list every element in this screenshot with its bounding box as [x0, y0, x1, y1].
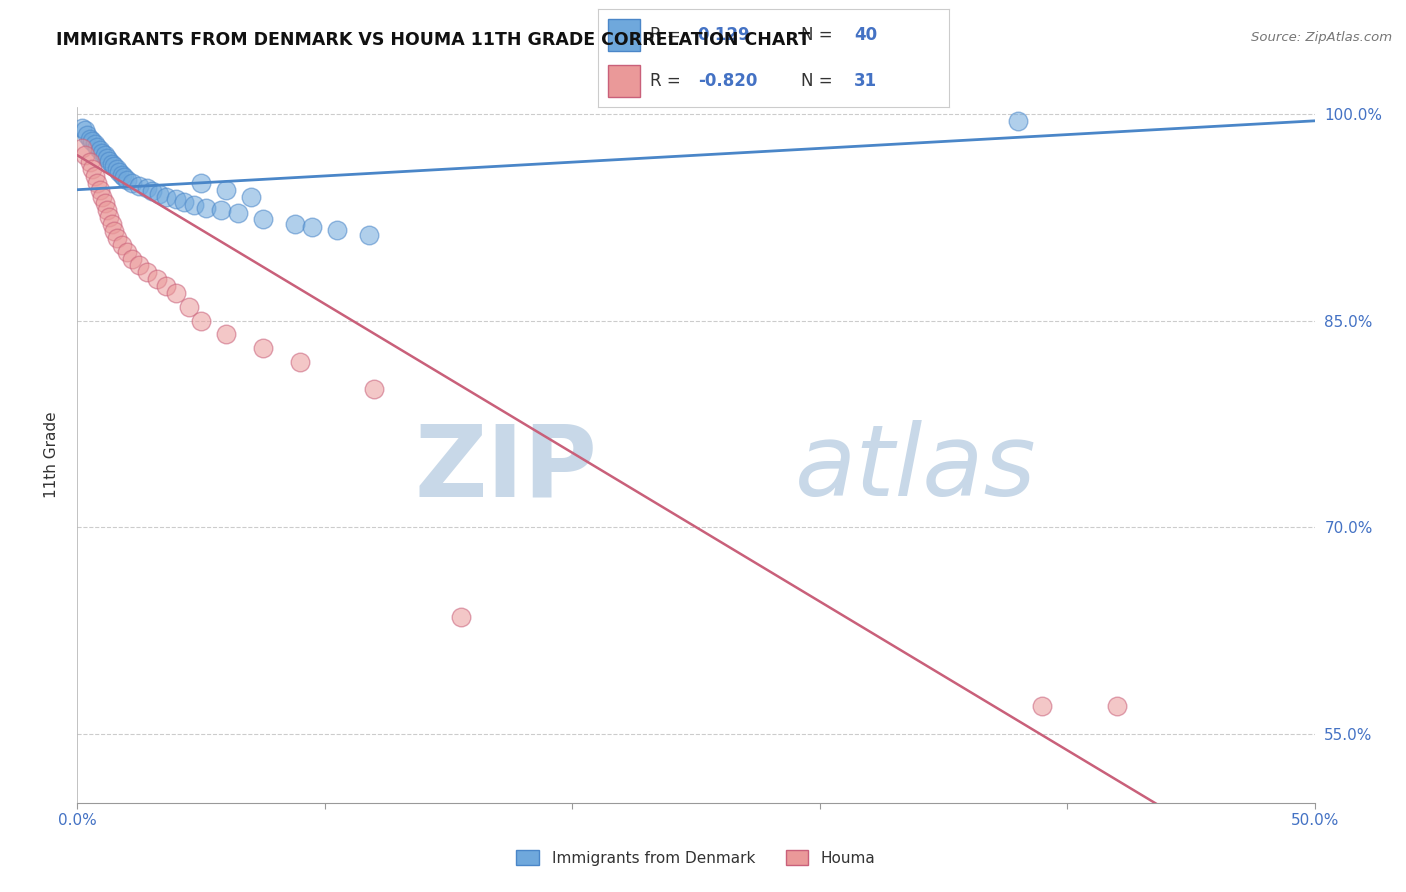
- Point: [121, 176, 143, 190]
- Point: [79, 155, 101, 169]
- Text: N =: N =: [801, 71, 838, 89]
- Point: [76, 128, 98, 142]
- Point: [93, 196, 115, 211]
- Point: [155, 279, 177, 293]
- Point: [72, 120, 94, 135]
- Text: atlas: atlas: [794, 420, 1036, 517]
- Point: [301, 219, 323, 234]
- Point: [284, 217, 307, 231]
- Point: [112, 170, 135, 185]
- Point: [86, 140, 108, 154]
- Point: [105, 162, 128, 177]
- Text: ZIP: ZIP: [415, 420, 598, 517]
- Legend: Immigrants from Denmark, Houma: Immigrants from Denmark, Houma: [510, 844, 882, 871]
- Point: [82, 162, 104, 177]
- Point: [195, 201, 218, 215]
- FancyBboxPatch shape: [607, 65, 640, 97]
- Point: [86, 176, 108, 190]
- Point: [83, 169, 105, 183]
- Point: [101, 217, 124, 231]
- Point: [111, 168, 134, 182]
- Text: 0.129: 0.129: [697, 27, 751, 45]
- Point: [148, 186, 170, 201]
- Point: [239, 189, 262, 203]
- Point: [89, 183, 111, 197]
- Point: [91, 189, 114, 203]
- Text: 40: 40: [855, 27, 877, 45]
- FancyBboxPatch shape: [607, 19, 640, 51]
- Text: -0.820: -0.820: [697, 71, 756, 89]
- Point: [155, 189, 177, 203]
- Point: [326, 222, 349, 236]
- Point: [190, 313, 212, 327]
- Point: [96, 151, 118, 165]
- Point: [103, 224, 125, 238]
- Point: [190, 176, 212, 190]
- Text: R =: R =: [650, 27, 686, 45]
- Text: R =: R =: [650, 71, 686, 89]
- Point: [82, 135, 104, 149]
- Point: [73, 123, 96, 137]
- Point: [98, 211, 121, 225]
- Point: [183, 198, 205, 212]
- Point: [359, 228, 381, 243]
- Point: [215, 183, 238, 197]
- Point: [1105, 699, 1128, 714]
- Text: N =: N =: [801, 27, 838, 45]
- Point: [226, 206, 249, 220]
- Point: [111, 237, 134, 252]
- Point: [91, 145, 114, 160]
- Point: [96, 203, 118, 218]
- Point: [1007, 113, 1029, 128]
- Point: [252, 341, 274, 355]
- Point: [108, 165, 131, 179]
- Point: [165, 286, 187, 301]
- Text: Source: ZipAtlas.com: Source: ZipAtlas.com: [1251, 31, 1392, 45]
- Point: [363, 383, 385, 397]
- Point: [128, 259, 150, 273]
- Point: [1031, 699, 1053, 714]
- Point: [103, 159, 125, 173]
- Point: [93, 148, 115, 162]
- Point: [115, 173, 138, 187]
- Point: [288, 355, 311, 369]
- Point: [89, 143, 111, 157]
- Point: [72, 141, 94, 155]
- Point: [252, 211, 274, 226]
- Point: [177, 300, 200, 314]
- Point: [215, 327, 238, 342]
- Point: [121, 252, 143, 266]
- Point: [83, 137, 105, 152]
- Point: [141, 184, 163, 198]
- Point: [135, 181, 157, 195]
- Point: [73, 148, 96, 162]
- Text: 31: 31: [855, 71, 877, 89]
- Point: [98, 153, 121, 168]
- Point: [115, 244, 138, 259]
- Point: [450, 609, 472, 624]
- Point: [105, 231, 128, 245]
- Point: [209, 203, 232, 218]
- Point: [165, 192, 187, 206]
- Point: [145, 272, 167, 286]
- Point: [128, 178, 150, 193]
- Point: [135, 265, 157, 279]
- Point: [101, 156, 124, 170]
- Y-axis label: 11th Grade: 11th Grade: [44, 411, 59, 499]
- Point: [79, 132, 101, 146]
- Point: [173, 195, 195, 210]
- Text: IMMIGRANTS FROM DENMARK VS HOUMA 11TH GRADE CORRELATION CHART: IMMIGRANTS FROM DENMARK VS HOUMA 11TH GR…: [56, 31, 810, 49]
